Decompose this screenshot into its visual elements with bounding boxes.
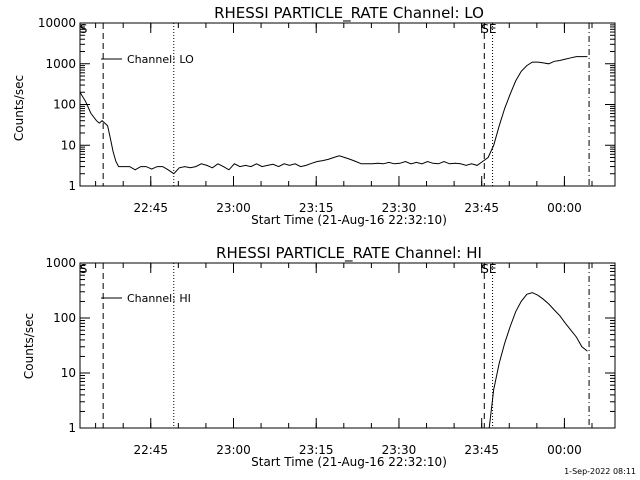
- chart-hi-frame: [79, 262, 616, 429]
- chart-lo-xlabel: Start Time (21-Aug-16 22:32:10): [251, 213, 447, 227]
- chart-hi-panel: RHESSI PARTICLE_RATE Channel: HI Counts/…: [22, 244, 616, 469]
- chart-lo-xtick-label: 23:00: [216, 201, 251, 215]
- chart-lo-panel: RHESSI PARTICLE_RATE Channel: LO Counts/…: [12, 4, 616, 227]
- chart-lo-ytick-label: 1000: [45, 57, 76, 71]
- chart-hi-xlabel: Start Time (21-Aug-16 22:32:10): [251, 455, 447, 469]
- chart-lo-ylabel: Counts/sec: [12, 75, 26, 141]
- chart-hi-ytick-label: 10: [61, 366, 76, 380]
- chart-lo-ytick-label: 1: [68, 179, 76, 193]
- chart-hi-marker-label: S: [80, 262, 88, 276]
- chart-lo-series-line: [79, 56, 588, 175]
- chart-lo-xtick-label: 00:00: [547, 201, 582, 215]
- chart-lo-xtick-label: 23:45: [464, 201, 499, 215]
- chart-hi-ytick-label: 1: [68, 421, 76, 435]
- chart-lo-xtick-label: 22:45: [133, 201, 168, 215]
- chart-hi-marker-label: SE: [481, 262, 496, 276]
- chart-hi-series-line: [488, 292, 588, 429]
- chart-lo-xtick-label: 23:15: [299, 201, 334, 215]
- chart-lo-ytick-label: 10000: [38, 16, 76, 30]
- chart-hi-legend-label: Channel: HI: [127, 292, 191, 305]
- chart-lo-xtick-label: 23:30: [382, 201, 417, 215]
- chart-hi-xtick-label: 22:45: [133, 443, 168, 457]
- chart-lo-ytick-label: 10: [61, 138, 76, 152]
- chart-hi-xtick-label: 23:15: [299, 443, 334, 457]
- chart-lo-marker-label: SE: [481, 22, 496, 36]
- chart-hi-xtick-label: 23:30: [382, 443, 417, 457]
- footer-timestamp: 1-Sep-2022 08:11: [564, 467, 636, 476]
- chart-lo-ytick-label: 100: [53, 98, 76, 112]
- chart-hi-ytick-label: 100: [53, 311, 76, 325]
- chart-hi-xtick-label: 23:45: [464, 443, 499, 457]
- chart-hi-ylabel: Counts/sec: [22, 313, 36, 379]
- chart-lo-legend-label: Channel: LO: [127, 53, 194, 66]
- chart-hi-ytick-label: 1000: [45, 256, 76, 270]
- chart-hi-title: RHESSI PARTICLE_RATE Channel: HI: [216, 244, 482, 263]
- chart-hi-xtick-label: 23:00: [216, 443, 251, 457]
- chart-lo-title: RHESSI PARTICLE_RATE Channel: LO: [214, 4, 484, 23]
- chart-lo-marker-label: S: [80, 22, 88, 36]
- chart-hi-xtick-label: 00:00: [547, 443, 582, 457]
